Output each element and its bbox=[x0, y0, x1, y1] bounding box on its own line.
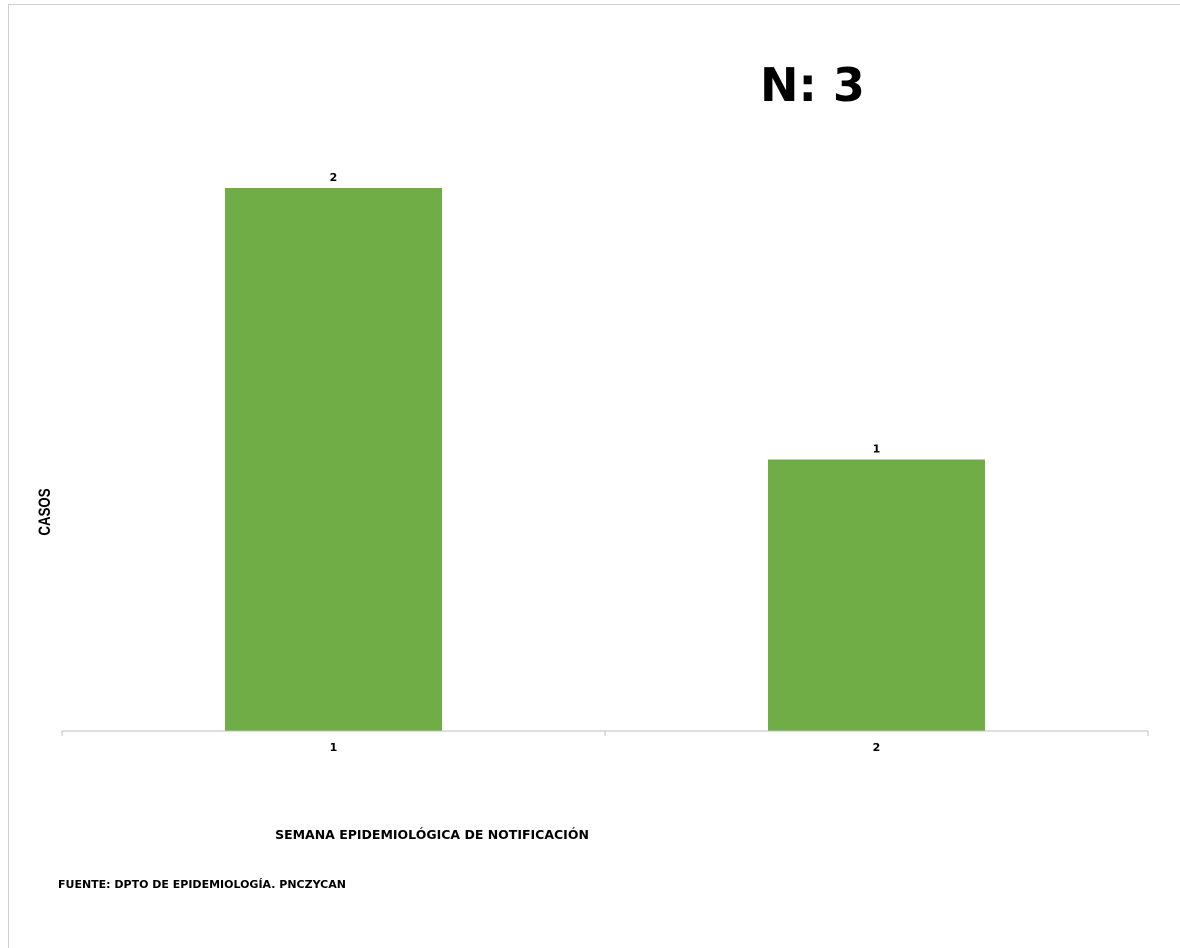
labels-group: 2 1 1 2 bbox=[330, 171, 881, 754]
total-count-label: N: 3 bbox=[760, 58, 865, 112]
source-note: FUENTE: DPTO DE EPIDEMIOLOGÍA. PNCZYCAN bbox=[58, 878, 346, 891]
x-tick-label-2: 2 bbox=[873, 741, 881, 754]
data-label-week-2: 1 bbox=[873, 443, 881, 456]
chart-frame bbox=[8, 4, 1180, 948]
data-label-week-1: 2 bbox=[330, 171, 338, 184]
bars-group bbox=[225, 188, 985, 731]
x-tick-label-1: 1 bbox=[330, 741, 338, 754]
x-axis-label: SEMANA EPIDEMIOLÓGICA DE NOTIFICACIÓN bbox=[275, 827, 589, 842]
bar-week-2 bbox=[768, 459, 985, 731]
y-axis-label: CASOS bbox=[36, 488, 55, 535]
bar-week-1 bbox=[225, 188, 442, 731]
x-axis bbox=[61, 730, 1149, 736]
